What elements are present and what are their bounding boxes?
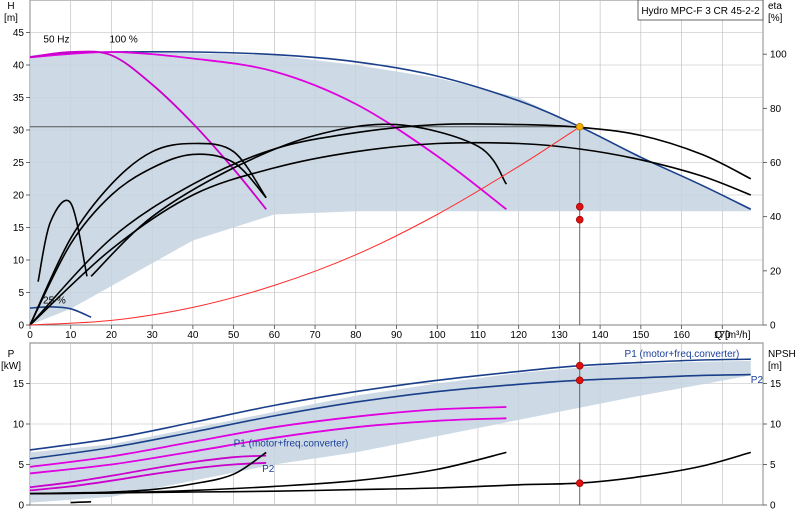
annotation-100pct: 100 %: [109, 34, 137, 45]
y-axis-unit: [m]: [4, 13, 18, 24]
duty-point-marker: [575, 361, 584, 370]
y-tick-label: 30: [13, 126, 25, 137]
duty-point-marker: [575, 202, 584, 211]
series-line-p1: [29, 406, 507, 468]
series-label-p1: P1 (motor+freq.converter): [625, 349, 740, 360]
series-line-h: [29, 50, 267, 210]
y-axis-title: H: [7, 1, 14, 12]
series-line-p2: [29, 373, 751, 460]
y-tick-label: 35: [13, 93, 25, 104]
duty-point-marker: [575, 215, 584, 224]
y2-tick-label: 0: [770, 501, 776, 512]
head-efficiency-chart: 0 5 10 15 20 25 30 35 40 45 0 20 40 60 80 100 0 10 20 30 40 5…: [4, 0, 787, 341]
series-line-p1: [29, 358, 751, 451]
x-tick-label: 90: [391, 330, 403, 341]
series-label-p2: P2: [751, 375, 764, 386]
y-tick-label: 20: [13, 191, 25, 202]
series-line-eta: [29, 142, 267, 326]
series-label-p2: P2: [262, 464, 275, 475]
series-line-eta: [90, 123, 508, 277]
y2-axis-unit: [%]: [768, 13, 783, 24]
x-tick-label: 110: [470, 330, 486, 341]
series-line-npsh: [29, 451, 267, 495]
y-axis-unit: [kW]: [1, 361, 21, 372]
y2-tick-label: 100: [770, 50, 787, 61]
y2-tick-label: 80: [770, 104, 782, 115]
y2-tick-label: 10: [770, 420, 782, 431]
series-line-eta: [29, 153, 267, 326]
y2-tick-label: 20: [770, 266, 782, 277]
x-tick-label: 10: [65, 330, 77, 341]
x-tick-label: 140: [592, 330, 609, 341]
y-tick-label: 5: [18, 460, 24, 471]
y-tick-label: 25: [13, 158, 25, 169]
y2-tick-label: 5: [770, 460, 776, 471]
series-line-npsh: [70, 501, 92, 504]
x-tick-label: 60: [269, 330, 281, 341]
y-tick-label: 10: [13, 256, 25, 267]
x-tick-label: 130: [551, 330, 568, 341]
duty-point-marker: [575, 376, 584, 385]
operating-range-area: [30, 52, 751, 325]
x-tick-label: 150: [632, 330, 649, 341]
x-tick-label: 70: [309, 330, 321, 341]
x-tick-label: 170: [714, 330, 731, 341]
x-tick-label: 40: [187, 330, 199, 341]
x-tick-label: 100: [429, 330, 446, 341]
x-tick-label: 50: [228, 330, 240, 341]
y-tick-label: 5: [18, 288, 24, 299]
y-tick-label: 45: [13, 28, 25, 39]
series-line-p2: [29, 417, 507, 475]
y2-tick-label: 60: [770, 158, 782, 169]
x-axis-label: Q [m³/h]: [714, 330, 750, 341]
x-tick-label: 0: [27, 330, 33, 341]
y2-tick-label: 15: [770, 379, 782, 390]
y2-tick-label: 40: [770, 212, 782, 223]
y2-axis-title: eta: [768, 1, 782, 12]
x-tick-label: 160: [673, 330, 690, 341]
title-box: [637, 0, 764, 21]
annotation-25pct: 25 %: [43, 296, 66, 307]
y-tick-label: 40: [13, 61, 25, 72]
annotation-50hz: 50 Hz: [43, 34, 69, 45]
series-line-eta: [37, 199, 88, 282]
y2-tick-label: 0: [770, 321, 776, 332]
series-line-system: [29, 126, 581, 326]
y-tick-label: 0: [18, 321, 24, 332]
y-axis-title: P: [8, 349, 15, 360]
duty-point-marker: [575, 122, 584, 131]
series-line-npsh: [29, 451, 507, 495]
y-tick-label: 0: [18, 501, 24, 512]
series-line-eta: [29, 141, 752, 326]
series-label-p1: P1 (motor+freq.converter): [234, 438, 349, 449]
series-line-p2: [29, 462, 267, 492]
x-tick-label: 20: [106, 330, 118, 341]
duty-point-marker: [575, 479, 584, 487]
y2-axis-unit: [m]: [768, 361, 782, 372]
y-tick-label: 10: [13, 420, 25, 431]
x-tick-label: 30: [147, 330, 159, 341]
x-tick-label: 80: [350, 330, 362, 341]
chart-title: Hydro MPC-F 3 CR 45-2-2: [641, 6, 760, 17]
power-npsh-chart: 0 5 10 15 0 5 10 15 P[kW] NPSH[m] P1 (motor+freq.c…: [1, 342, 796, 512]
y-tick-label: 15: [13, 223, 25, 234]
series-line-p1: [29, 454, 267, 489]
x-tick-label: 120: [510, 330, 527, 341]
series-line-h: [29, 51, 507, 211]
y-tick-label: 15: [13, 379, 25, 390]
y2-axis-title: NPSH: [768, 349, 796, 360]
